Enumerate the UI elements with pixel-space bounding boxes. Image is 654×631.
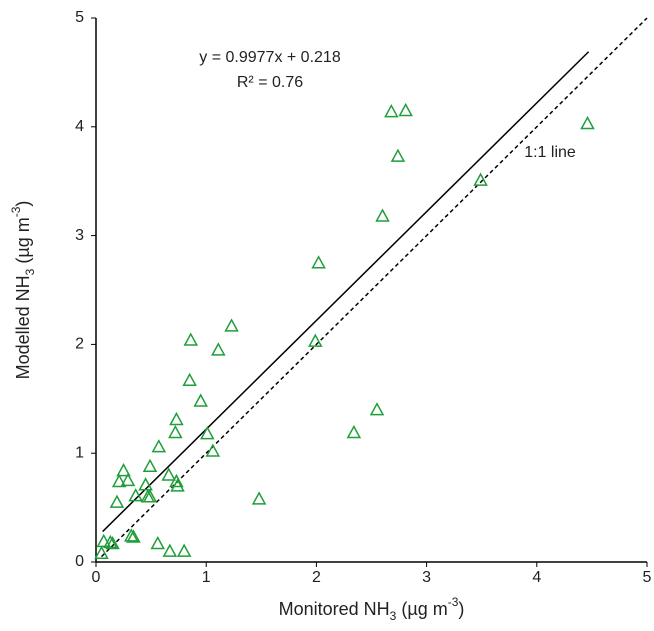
marker [126,529,141,543]
marker [103,534,118,549]
marker [169,411,184,426]
x-tick-label: 4 [532,569,541,586]
y-axis-title-part: Modelled NH [13,275,33,379]
y-tick-label: 2 [75,336,84,353]
marker [105,535,120,550]
line-label: 1:1 line [524,144,576,161]
marker [128,488,143,502]
y-axis-title-part: -3 [9,206,23,217]
marker [176,543,192,557]
x-axis-title-part: (µg m [396,599,447,619]
marker [169,473,184,488]
y-tick-label: 0 [75,553,84,570]
y-tick-label: 3 [75,227,84,244]
line [102,51,590,533]
y-tick-label: 4 [75,118,84,135]
line [100,17,648,558]
x-axis-title-part: -3 [448,595,459,609]
marker [251,491,267,505]
x-axis-title-part: ) [458,599,464,619]
marker [473,172,488,186]
marker [142,458,158,473]
x-tick-label: 1 [202,569,211,586]
marker [142,489,158,503]
marker [161,467,176,481]
marker [116,463,131,477]
marker [151,439,167,453]
equation: y = 0.9977x + 0.218 [199,49,341,66]
y-tick-label: 5 [75,9,84,26]
marker [162,543,178,557]
y-axis-title-part: 3 [23,268,37,275]
marker [390,148,406,162]
y-axis-title: Modelled NH3 (µg m-3) [9,201,37,380]
x-tick-label: 2 [312,569,321,586]
x-axis-title-part: 3 [390,609,397,623]
marker [120,472,136,487]
marker [205,443,221,457]
x-axis-title-part: Monitored NH [279,599,390,619]
marker [580,115,595,130]
marker [224,318,239,332]
marker [111,473,127,488]
x-tick-label: 0 [92,569,101,586]
y-axis-title-part: ) [13,201,33,207]
marker [308,333,323,347]
marker [109,494,125,508]
marker [96,533,111,548]
r-squared: R² = 0.76 [237,74,303,91]
marker [200,426,215,440]
marker [193,393,208,407]
marker [346,424,362,439]
y-axis-title-part: (µg m [13,217,33,268]
marker [168,424,183,439]
marker [94,545,109,560]
marker [375,208,390,222]
y-tick-label: 1 [75,444,84,461]
marker [182,372,197,387]
marker [183,332,199,346]
x-tick-label: 5 [643,569,652,586]
x-tick-label: 3 [422,569,431,586]
marker [211,342,226,356]
marker [311,255,326,269]
marker [124,528,139,542]
marker [398,102,413,117]
marker [138,477,153,491]
marker [369,402,385,416]
marker [150,535,165,550]
x-axis-title: Monitored NH3 (µg m-3) [279,595,465,623]
marker [170,478,185,492]
marker [384,104,399,118]
